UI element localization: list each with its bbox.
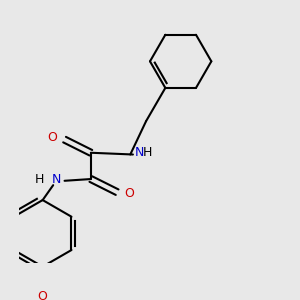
Text: O: O bbox=[124, 188, 134, 200]
Text: O: O bbox=[38, 290, 48, 300]
Text: O: O bbox=[48, 131, 58, 144]
Text: H: H bbox=[35, 172, 44, 185]
Text: N: N bbox=[51, 172, 61, 185]
Text: N: N bbox=[135, 146, 144, 159]
Text: H: H bbox=[142, 146, 152, 159]
